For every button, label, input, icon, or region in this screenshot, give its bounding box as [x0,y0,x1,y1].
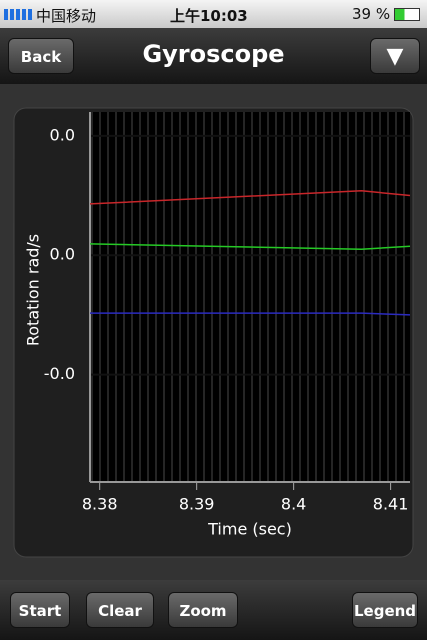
y-axis-label: Rotation rad/s [24,234,43,346]
clock: 上午10:03 [170,7,248,25]
chart: Time (sec) Rotation rad/s 0.0 0.0 -0.0 8.38… [13,107,414,558]
toolbar-button[interactable]: Start [10,592,70,628]
signal-icon [4,9,32,20]
x-tick-label: 8.39 [179,495,215,514]
series-line [89,190,411,205]
toolbar-button[interactable]: Clear [86,592,154,628]
content: Time (sec) Rotation rad/s 0.0 0.0 -0.0 8.38… [0,84,427,580]
menu-button[interactable]: ▼ [370,38,420,74]
back-button[interactable]: Back [8,38,74,74]
plot-area [90,112,410,482]
status-bar: 中国移动 上午10:03 39 % [0,0,427,28]
y-tick-label: -0.0 [44,364,75,383]
y-tick-label: 0.0 [50,125,75,144]
toolbar-button[interactable]: Legend [352,592,418,628]
toolbar: Start Clear Zoom Legend [0,580,427,640]
title: Gyroscope [142,40,285,68]
x-tick-label: 8.38 [82,495,118,514]
carrier: 中国移动 [36,7,97,25]
y-tick-label: 0.0 [50,245,75,264]
battery-icon [394,8,420,21]
series-line [90,312,411,316]
x-axis-label: Time (sec) [207,520,292,539]
battery-text: 39 % [352,5,391,23]
nav-bar: Back Gyroscope ▼ [0,28,427,84]
x-tick-label: 8.4 [281,495,306,514]
toolbar-button[interactable]: Zoom [168,592,238,628]
x-tick-label: 8.41 [373,495,409,514]
series-line [89,243,411,251]
